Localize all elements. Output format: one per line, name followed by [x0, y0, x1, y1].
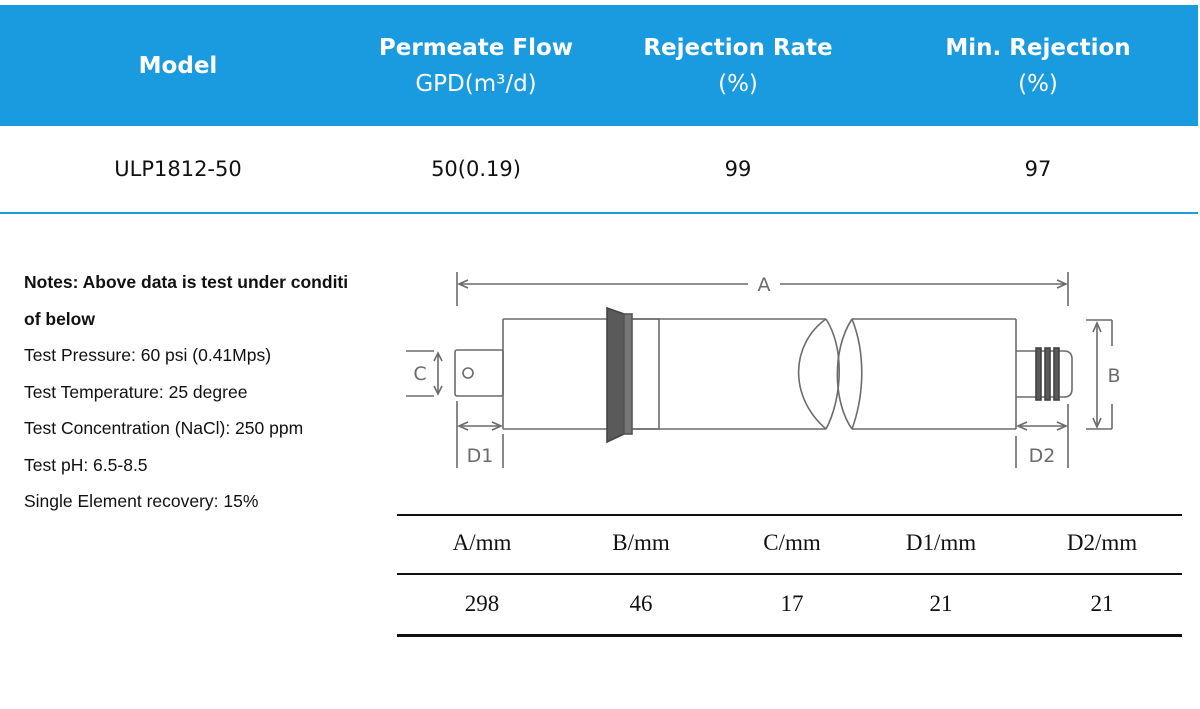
dimension-d2-line: [1015, 404, 1069, 468]
brine-seal-band: [606, 306, 633, 444]
label-b: B: [1107, 365, 1120, 387]
right-connector: [1016, 347, 1073, 401]
header-model-label: Model: [138, 52, 218, 79]
header-model: Model: [28, 5, 328, 126]
notes-title-line-2: of below: [24, 308, 95, 329]
label-a: A: [758, 274, 771, 296]
label-d2: D2: [1029, 445, 1056, 467]
left-connector: [454, 349, 504, 397]
note-test-pressure: Test Pressure: 60 psi (0.41Mps): [24, 345, 272, 365]
dim-header-b: B/mm: [612, 530, 670, 555]
cell-rejection-rate: 99: [724, 157, 752, 181]
header-rejection-rate: Rejection Rate (%): [588, 5, 888, 126]
dim-value-c: 17: [780, 591, 804, 616]
dim-value-d1: 21: [929, 591, 953, 616]
dim-header-a: A/mm: [452, 530, 512, 555]
dim-value-d2: 21: [1090, 591, 1114, 616]
note-test-ph: Test pH: 6.5-8.5: [24, 454, 148, 475]
note-element-recovery: Single Element recovery: 15%: [24, 491, 259, 511]
dimension-c-line: [406, 350, 443, 397]
membrane-dimension-diagram: A C B D1 D2: [406, 272, 1121, 468]
dimension-b-line: [1086, 319, 1113, 430]
table-top-rule: [397, 514, 1182, 516]
spec-table-header: Model Permeate Flow GPD(m³/d) Rejection …: [0, 5, 1198, 126]
dimension-a-line: [456, 272, 1069, 306]
dimension-table: A/mm B/mm C/mm D1/mm D2/mm 298 46 17 21 …: [397, 514, 1182, 638]
note-test-concentration: Test Concentration (NaCl): 250 ppm: [24, 418, 304, 438]
header-permeate-flow: Permeate Flow GPD(m³/d): [326, 5, 626, 126]
dim-value-b: 46: [629, 591, 653, 616]
label-c: C: [413, 363, 426, 385]
header-min-rejection: Min. Rejection (%): [888, 5, 1188, 126]
table-middle-rule: [397, 573, 1182, 575]
cell-model: ULP1812-50: [114, 157, 242, 181]
header-rejection-rate-unit: (%): [718, 70, 758, 97]
cell-permeate-flow: 50(0.19): [431, 157, 521, 181]
notes-title-line-1: Notes: Above data is test under conditi: [24, 272, 349, 292]
header-min-rejection-unit: (%): [1018, 70, 1058, 97]
dimension-d1-line: [456, 401, 504, 468]
dim-header-c: C/mm: [763, 530, 821, 555]
cell-min-rejection: 97: [1024, 157, 1052, 181]
test-conditions-notes: Notes: Above data is test under conditi …: [24, 264, 396, 520]
header-rejection-rate-label: Rejection Rate: [643, 34, 833, 61]
note-test-temperature: Test Temperature: 25 degree: [24, 381, 248, 402]
dim-header-d2: D2/mm: [1066, 530, 1138, 555]
label-d1: D1: [467, 445, 494, 467]
header-permeate-flow-unit: GPD(m³/d): [415, 70, 537, 97]
dim-header-d1: D1/mm: [905, 530, 977, 555]
table-bottom-rule: [397, 634, 1182, 637]
dim-value-a: 298: [464, 591, 500, 616]
spec-table-row: ULP1812-50 50(0.19) 99 97: [0, 126, 1198, 214]
header-min-rejection-label: Min. Rejection: [945, 34, 1131, 61]
header-permeate-flow-label: Permeate Flow: [378, 34, 574, 61]
membrane-body: [502, 318, 1017, 430]
